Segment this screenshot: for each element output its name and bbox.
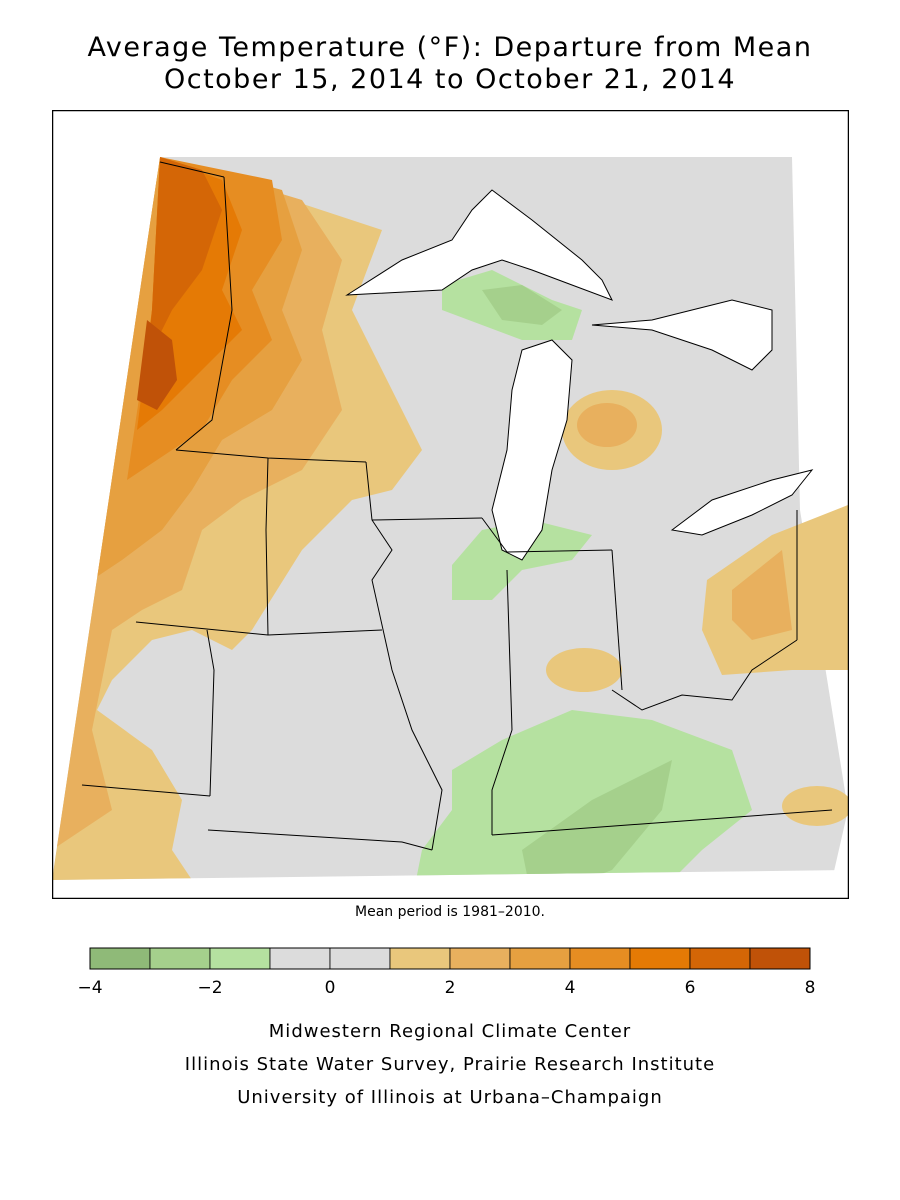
legend-tick-label: 6 bbox=[685, 978, 696, 998]
warm-region-michigan-core bbox=[577, 403, 637, 447]
cool-region-1-2-south bbox=[412, 710, 752, 880]
legend-tick-label: 8 bbox=[805, 978, 816, 998]
lake-huron bbox=[591, 299, 773, 371]
legend-tick-label: 4 bbox=[565, 978, 576, 998]
legend-bin bbox=[749, 947, 811, 970]
mean-period-note: Mean period is 1981–2010. bbox=[355, 904, 545, 920]
lake-erie bbox=[670, 469, 814, 536]
legend-bin bbox=[329, 947, 391, 970]
temperature-departure-map bbox=[52, 110, 849, 899]
canada-area bbox=[160, 110, 848, 157]
legend-color-bar: −4 −2 0 2 4 6 8 bbox=[77, 947, 816, 998]
legend-tick-label: 0 bbox=[325, 978, 336, 998]
legend-bin bbox=[209, 947, 271, 970]
legend-bin bbox=[449, 947, 511, 970]
legend-bin bbox=[389, 947, 451, 970]
map-title-line-2: October 15, 2014 to October 21, 2014 bbox=[163, 64, 736, 95]
warm-region-indiana bbox=[546, 648, 622, 692]
credit-line-uiuc: University of Illinois at Urbana–Champai… bbox=[237, 1087, 663, 1108]
lake-michigan bbox=[491, 339, 573, 561]
map-title-line-1: Average Temperature (°F): Departure from… bbox=[87, 32, 813, 63]
legend-bin bbox=[629, 947, 691, 970]
legend-bin bbox=[569, 947, 631, 970]
legend-bin bbox=[149, 947, 211, 970]
legend-bin bbox=[509, 947, 571, 970]
map-frame bbox=[52, 110, 849, 899]
legend-tick-label: −2 bbox=[197, 978, 222, 998]
lake-superior bbox=[345, 189, 614, 301]
state-boundaries bbox=[81, 161, 833, 851]
cool-region-2-3-upper-peninsula bbox=[482, 285, 562, 325]
legend-bin bbox=[689, 947, 751, 970]
credit-line-isws: Illinois State Water Survey, Prairie Res… bbox=[184, 1054, 716, 1075]
legend-bin bbox=[269, 947, 331, 970]
warm-region-7-8-west bbox=[137, 320, 177, 410]
cool-region-2-3-south bbox=[522, 760, 672, 880]
warm-region-wv bbox=[782, 786, 848, 826]
legend-tick-label: −4 bbox=[77, 978, 102, 998]
credit-line-mrcc: Midwestern Regional Climate Center bbox=[268, 1021, 632, 1042]
legend-bin bbox=[89, 947, 151, 970]
warm-region-ohio-core bbox=[732, 550, 792, 640]
legend-tick-label: 2 bbox=[445, 978, 456, 998]
warm-region-6-7-west bbox=[147, 157, 222, 360]
